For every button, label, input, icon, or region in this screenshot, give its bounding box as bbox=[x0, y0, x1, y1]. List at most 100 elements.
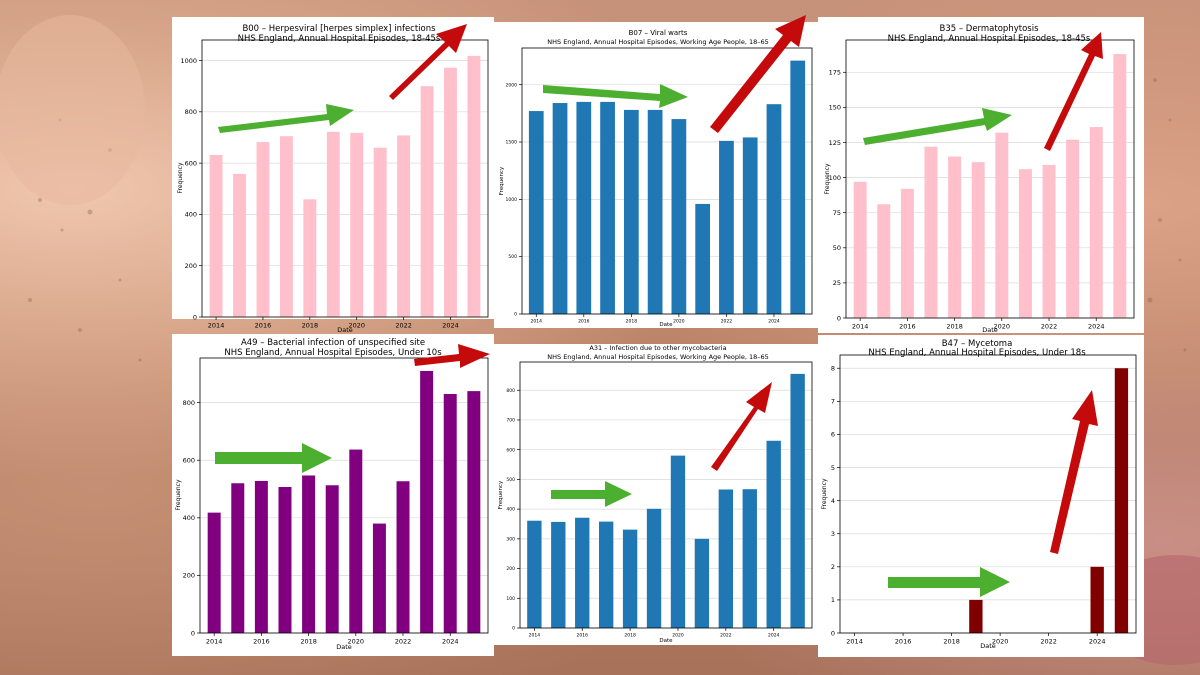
annotation-arrows bbox=[215, 15, 1103, 597]
y-tick-label: 7 bbox=[831, 398, 835, 406]
x-tick-label: 2022 bbox=[395, 638, 412, 646]
y-axis-label: Frequency bbox=[821, 478, 828, 509]
x-tick-label: 2022 bbox=[395, 322, 412, 330]
x-tick-label: 2014 bbox=[846, 638, 863, 646]
bar-2019 bbox=[326, 131, 340, 317]
bar-2019 bbox=[969, 599, 983, 633]
chart-title: A31 – Infection due to other mycobacteri… bbox=[589, 344, 726, 352]
y-tick-label: 50 bbox=[833, 244, 841, 252]
green-arrow-6 bbox=[888, 567, 1010, 597]
bar-2018 bbox=[948, 156, 962, 318]
bar-2017 bbox=[598, 521, 614, 628]
y-tick-label: 600 bbox=[185, 159, 197, 167]
x-axis-label: Date bbox=[982, 326, 998, 334]
y-tick-label: 1000 bbox=[506, 197, 518, 203]
bar-2024 bbox=[766, 104, 782, 315]
bar-2015 bbox=[552, 103, 568, 314]
x-tick-label: 2016 bbox=[253, 638, 270, 646]
y-tick-label: 500 bbox=[506, 477, 515, 483]
bar-2021 bbox=[694, 538, 710, 628]
bar-2014 bbox=[528, 111, 544, 314]
x-tick-label: 2014 bbox=[852, 323, 869, 331]
plot-area bbox=[519, 361, 813, 629]
y-tick-label: 3 bbox=[831, 530, 835, 538]
bar-2024 bbox=[443, 393, 457, 633]
y-tick-label: 0 bbox=[193, 313, 197, 321]
x-tick-label: 2024 bbox=[1089, 638, 1106, 646]
red-arrow-3 bbox=[1044, 32, 1103, 151]
bar-2020 bbox=[349, 449, 363, 633]
bar-2020 bbox=[670, 455, 686, 628]
x-tick-label: 2020 bbox=[348, 322, 365, 330]
bar-2023 bbox=[420, 86, 434, 318]
bar-2016 bbox=[575, 517, 590, 628]
bar-2017 bbox=[600, 101, 615, 314]
plot-area bbox=[845, 39, 1135, 319]
chart-herpesviral: B00 – Herpesviral [herpes simplex] infec… bbox=[177, 24, 489, 334]
plot-area bbox=[839, 354, 1137, 634]
x-tick-label: 2018 bbox=[300, 638, 317, 646]
chart-viral-warts: B07 – Viral warts NHS England, Annual Ho… bbox=[499, 29, 813, 328]
x-tick-label: 2014 bbox=[529, 633, 541, 639]
y-tick-label: 25 bbox=[833, 279, 841, 287]
bar-2015 bbox=[551, 521, 566, 628]
x-tick-label: 2018 bbox=[302, 322, 319, 330]
y-tick-label: 500 bbox=[508, 254, 517, 260]
y-tick-label: 100 bbox=[506, 596, 515, 602]
x-axis-label: Date bbox=[980, 642, 996, 650]
chart-title: B07 – Viral warts bbox=[629, 29, 688, 37]
plot-area bbox=[199, 357, 489, 634]
chart-title: A49 – Bacterial infection of unspecified… bbox=[241, 338, 425, 348]
bar-2025 bbox=[467, 55, 481, 317]
x-tick-label: 2016 bbox=[578, 319, 590, 325]
chart-mycobacteria: A31 – Infection due to other mycobacteri… bbox=[498, 344, 813, 644]
bar-2024 bbox=[444, 67, 457, 317]
x-axis-label: Date bbox=[337, 326, 353, 334]
bar-2014 bbox=[527, 520, 542, 628]
bar-2022 bbox=[719, 140, 734, 314]
background-ear bbox=[0, 15, 145, 205]
bar-2022 bbox=[396, 481, 410, 633]
y-tick-label: 800 bbox=[183, 399, 195, 407]
x-tick-label: 2022 bbox=[1041, 323, 1058, 331]
bar-2025 bbox=[790, 373, 805, 628]
x-tick-label: 2018 bbox=[946, 323, 963, 331]
chart-subtitle: NHS England, Annual Hospital Episodes, 1… bbox=[888, 34, 1091, 44]
y-tick-label: 0 bbox=[831, 629, 835, 637]
y-tick-label: 800 bbox=[185, 108, 197, 116]
y-axis-label: Frequency bbox=[175, 479, 182, 510]
x-tick-label: 2018 bbox=[626, 319, 638, 325]
x-tick-label: 2022 bbox=[1040, 638, 1057, 646]
y-tick-label: 100 bbox=[829, 174, 841, 182]
bar-2020 bbox=[995, 132, 1009, 318]
y-tick-label: 1 bbox=[831, 596, 835, 604]
y-tick-label: 0 bbox=[514, 312, 517, 318]
green-arrow-1 bbox=[218, 104, 354, 133]
chart-title: B47 – Mycetoma bbox=[942, 339, 1013, 349]
y-axis-label: Frequency bbox=[499, 166, 505, 195]
red-arrow-4 bbox=[414, 344, 490, 368]
chart-mycetoma: B47 – Mycetoma NHS England, Annual Hospi… bbox=[821, 339, 1137, 650]
bar-2018 bbox=[303, 199, 317, 317]
bar-2018 bbox=[302, 475, 316, 633]
green-arrow-4 bbox=[215, 443, 332, 473]
x-tick-label: 2018 bbox=[624, 633, 636, 639]
bar-2017 bbox=[924, 146, 938, 318]
x-tick-label: 2018 bbox=[943, 638, 960, 646]
x-tick-label: 2016 bbox=[255, 322, 272, 330]
x-tick-label: 2014 bbox=[206, 638, 223, 646]
bar-2020 bbox=[671, 119, 687, 314]
chart-subtitle: NHS England, Annual Hospital Episodes, W… bbox=[547, 38, 769, 46]
chart-bacterial-infection: A49 – Bacterial infection of unspecified… bbox=[175, 338, 489, 651]
bar-2014 bbox=[853, 181, 867, 318]
bar-2024 bbox=[1090, 566, 1104, 633]
bar-2025 bbox=[1114, 368, 1129, 633]
bar-2016 bbox=[900, 188, 914, 318]
bar-2017 bbox=[278, 487, 292, 633]
bar-2023 bbox=[742, 489, 757, 628]
x-tick-label: 2016 bbox=[577, 633, 589, 639]
y-axis-label: Frequency bbox=[177, 162, 184, 193]
x-tick-label: 2022 bbox=[721, 319, 733, 325]
bar-2019 bbox=[325, 485, 339, 633]
chart-dermatophytosis: B35 – Dermatophytosis NHS England, Annua… bbox=[824, 24, 1135, 334]
